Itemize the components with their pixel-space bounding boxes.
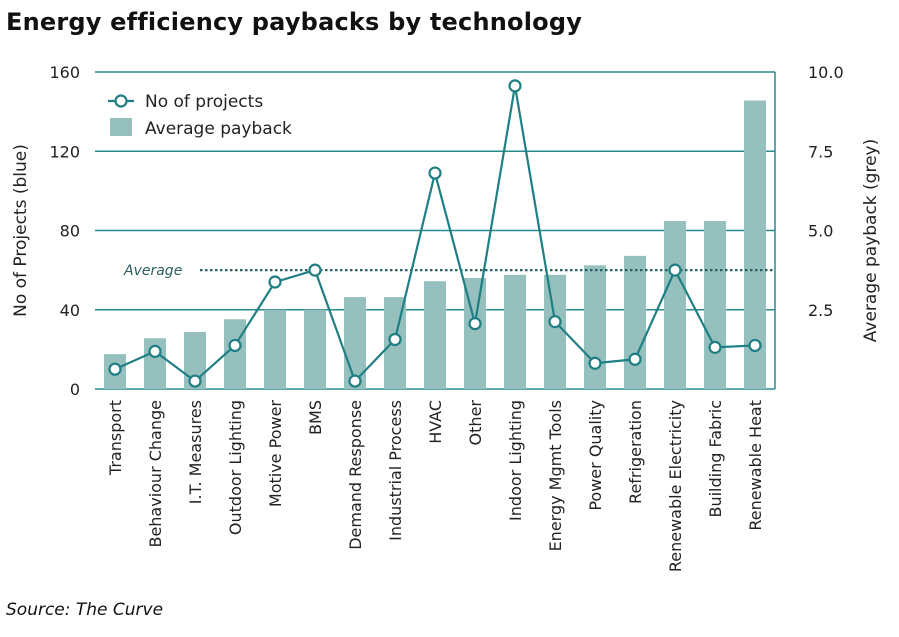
x-tick-label: Power Quality	[586, 400, 605, 511]
legend-label-payback: Average payback	[145, 119, 292, 139]
line-point	[108, 362, 122, 376]
x-tick-label: Energy Mgmt Tools	[546, 400, 565, 551]
line-point	[628, 352, 642, 366]
line-point	[468, 317, 482, 331]
legend-marker	[114, 94, 128, 108]
line-point	[708, 340, 722, 354]
x-tick-label: Indoor Lighting	[506, 400, 525, 521]
x-tick-label: Motive Power	[266, 400, 285, 508]
x-tick-label: I.T. Measures	[186, 400, 205, 504]
line-point	[348, 374, 362, 388]
bar	[424, 281, 446, 389]
y-tick-label: 120	[49, 142, 80, 161]
bar	[584, 265, 606, 389]
x-tick-label: Other	[466, 400, 485, 446]
x-tick-label: Transport	[106, 400, 125, 476]
bar	[264, 309, 286, 389]
x-tick-label: Refrigeration	[626, 400, 645, 504]
y-right-axis-title: Average payback (grey)	[861, 139, 881, 342]
y-right-tick-label: 10.0	[808, 63, 844, 82]
line-point	[268, 275, 282, 289]
y-tick-label: 160	[49, 63, 80, 82]
bar	[304, 309, 326, 389]
line-point	[668, 263, 682, 277]
y-axis-title: No of Projects (blue)	[11, 144, 31, 317]
x-tick-label: Demand Response	[346, 400, 365, 550]
y-tick-label: 0	[70, 380, 80, 399]
line-point	[508, 79, 522, 93]
source-note: Source: The Curve	[6, 600, 164, 620]
legend-label-projects: No of projects	[145, 92, 263, 112]
chart-title: Energy efficiency paybacks by technology	[6, 8, 583, 36]
legend-bar-swatch	[110, 118, 132, 136]
bar	[224, 319, 246, 389]
average-line-group: Average	[123, 263, 775, 279]
line-point	[188, 374, 202, 388]
bar	[544, 274, 566, 389]
y-right-tick-label: 5.0	[808, 222, 833, 241]
line-point	[228, 338, 242, 353]
bar	[624, 255, 646, 389]
y-right-tick-label: 2.5	[808, 301, 833, 320]
line-point	[308, 263, 322, 277]
bar	[744, 100, 766, 389]
bar	[704, 220, 726, 389]
bar-series	[104, 100, 766, 389]
axes: 0 40 80 120 160 2.5 5.0 7.5 10.0 No of Projects (…	[11, 63, 881, 572]
line-point	[588, 356, 602, 370]
y-tick-label: 80	[60, 222, 80, 241]
y-tick-label: 40	[60, 301, 80, 320]
x-tick-label: BMS	[306, 400, 325, 435]
x-tick-label: Renewable Electricity	[666, 400, 685, 572]
bar	[664, 220, 686, 389]
line-point	[548, 315, 562, 329]
line-point	[388, 332, 402, 347]
x-tick-label: HVAC	[426, 400, 445, 444]
x-tick-label: Renewable Heat	[746, 400, 765, 531]
x-tick-label: Industrial Process	[386, 400, 405, 541]
line-point	[428, 166, 442, 180]
line-series	[108, 79, 762, 388]
line-point	[748, 338, 762, 353]
x-tick-label: Outdoor Lighting	[226, 400, 245, 535]
y-right-tick-label: 7.5	[808, 142, 833, 161]
x-tick-label: Building Fabric	[706, 400, 725, 518]
line-point	[148, 344, 162, 358]
legend: No of projects Average payback	[108, 92, 292, 139]
x-tick-label: Behaviour Change	[146, 400, 165, 548]
average-label: Average	[123, 263, 182, 279]
bar	[504, 274, 526, 389]
